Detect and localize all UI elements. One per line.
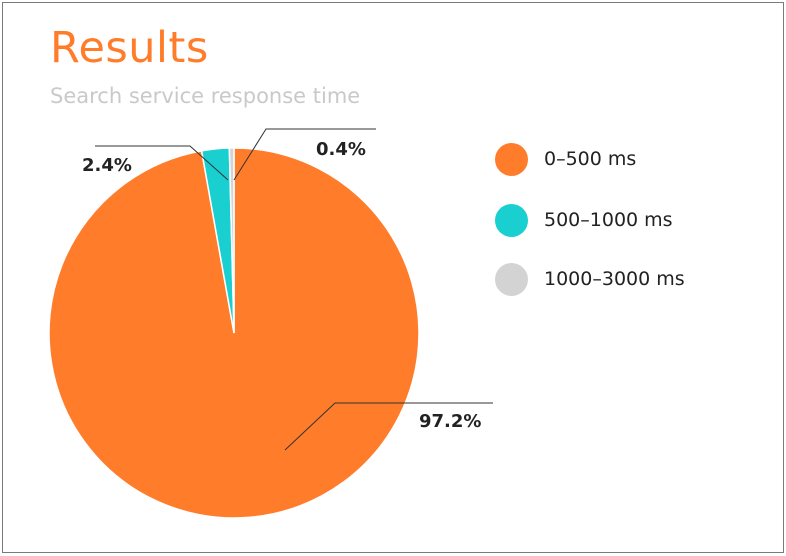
leader-line (233, 128, 376, 181)
legend-label: 0–500 ms (544, 148, 637, 170)
legend-item-0-500: 0–500 ms (495, 139, 636, 179)
leader-line (95, 145, 229, 181)
data-labels: 97.2% 2.4% 0.4% (82, 139, 481, 432)
legend-swatch (495, 262, 528, 296)
pie-slices (48, 147, 420, 519)
legend-swatch (495, 142, 528, 176)
legend-label: 1000–3000 ms (544, 268, 685, 290)
slice-1000-3000 (228, 147, 235, 334)
legend-item-500-1000: 500–1000 ms (495, 200, 673, 240)
legend-swatch (495, 203, 528, 237)
data-label: 0.4% (316, 139, 366, 160)
leader-line (284, 402, 493, 451)
data-label: 97.2% (419, 411, 481, 432)
chart-subtitle: Search service response time (50, 84, 361, 108)
leader-lines (95, 128, 493, 451)
data-label: 2.4% (82, 155, 132, 176)
chart-title: Results (50, 23, 209, 73)
legend-item-1000-3000: 1000–3000 ms (495, 259, 685, 299)
legend-label: 500–1000 ms (544, 209, 673, 231)
